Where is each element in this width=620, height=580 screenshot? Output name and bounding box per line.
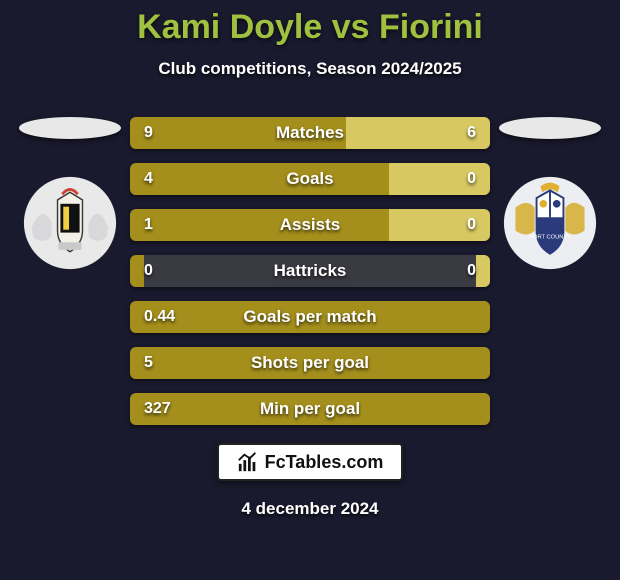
stat-fill-right xyxy=(389,209,490,241)
player-left-col xyxy=(10,117,130,271)
stat-bar: 5Shots per goal xyxy=(130,347,490,379)
crest-right: PORT COUNTY xyxy=(502,175,598,271)
page-title: Kami Doyle vs Fiorini xyxy=(137,8,483,47)
stat-bar: 00Hattricks xyxy=(130,255,490,287)
chart-icon xyxy=(237,451,259,473)
stat-fill-left xyxy=(130,347,490,379)
stat-bar: 10Assists xyxy=(130,209,490,241)
crest-left xyxy=(22,175,118,271)
stat-value-left: 0 xyxy=(144,255,153,287)
player-right-col: PORT COUNTY xyxy=(490,117,610,271)
stats-column: 96Matches 40Goals 10Assists 00Hattricks 0.44… xyxy=(130,117,490,425)
stat-bar: 0.44Goals per match xyxy=(130,301,490,333)
stat-fill-right xyxy=(476,255,490,287)
right-ellipse xyxy=(499,117,601,139)
svg-text:PORT COUNTY: PORT COUNTY xyxy=(529,234,571,240)
left-ellipse xyxy=(19,117,121,139)
stat-fill-left xyxy=(130,301,490,333)
stat-bar: 327Min per goal xyxy=(130,393,490,425)
brand-text: FcTables.com xyxy=(265,452,384,473)
stat-bar: 40Goals xyxy=(130,163,490,195)
stat-fill-left xyxy=(130,255,144,287)
date-text: 4 december 2024 xyxy=(241,499,378,519)
stat-fill-left xyxy=(130,209,389,241)
stat-fill-left xyxy=(130,393,490,425)
page-subtitle: Club competitions, Season 2024/2025 xyxy=(158,59,461,79)
stat-fill-right xyxy=(389,163,490,195)
main-row: 96Matches 40Goals 10Assists 00Hattricks 0.44… xyxy=(0,117,620,425)
stat-fill-left xyxy=(130,163,389,195)
stat-bar: 96Matches xyxy=(130,117,490,149)
comparison-card: Kami Doyle vs Fiorini Club competitions,… xyxy=(0,0,620,580)
club-crest-right-icon: PORT COUNTY xyxy=(502,175,598,271)
stat-label: Hattricks xyxy=(130,255,490,287)
footer: FcTables.com 4 december 2024 xyxy=(217,443,404,519)
stat-fill-right xyxy=(346,117,490,149)
club-crest-left-icon xyxy=(22,175,118,271)
brand-badge[interactable]: FcTables.com xyxy=(217,443,404,481)
stat-fill-left xyxy=(130,117,346,149)
